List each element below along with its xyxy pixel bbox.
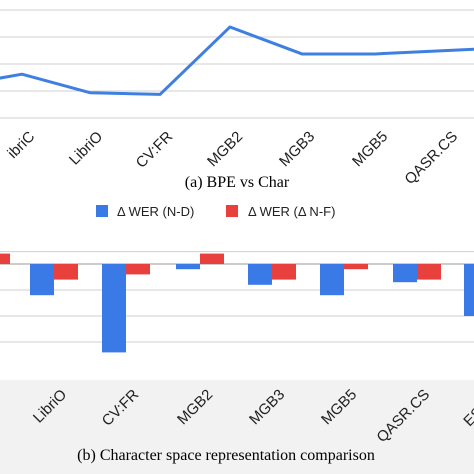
bar-nd <box>176 264 200 270</box>
x-tick-label-a: LibriO <box>66 128 106 168</box>
x-tick-label-a: QASR.CS <box>401 128 461 188</box>
panel-a-caption: (a) BPE vs Char <box>185 174 290 191</box>
panel-b-legend: Δ WER (N-D) Δ WER (Δ N-F) <box>96 204 335 219</box>
x-tick-label-a: CV:FR <box>133 128 177 172</box>
bar-nf <box>126 264 150 275</box>
panel-b-caption: (b) Character space representation compa… <box>77 447 375 464</box>
bar-nd <box>248 264 272 285</box>
x-tick-label-a: MGB3 <box>276 128 318 170</box>
panel-a-gridlines <box>0 9 474 119</box>
bar-nf <box>54 264 78 280</box>
panel-a-line-chart: ibriC LibriO CV:FR MGB2 MGB3 MGB5 QASR.CS (a) … <box>0 9 474 191</box>
bar-nd <box>320 264 344 296</box>
legend-label-nd: Δ WER (N-D) <box>117 204 194 219</box>
bar-nf <box>417 264 441 280</box>
bar-nf <box>272 264 296 280</box>
bar-nd <box>102 264 126 353</box>
bar-nd <box>464 264 474 316</box>
legend-swatch-nf <box>226 205 238 217</box>
x-tick-label-a: MGB2 <box>204 128 246 170</box>
bar-nf <box>200 253 224 264</box>
bar-nf-partial <box>0 253 10 264</box>
panel-b-gridlines <box>0 251 474 343</box>
x-tick-label-a: MGB5 <box>349 128 391 170</box>
series-line-bpe-vs-char <box>0 25 474 96</box>
x-tick-label-a: ibriC <box>4 128 38 162</box>
panel-b-background <box>0 380 474 474</box>
panel-b-bars <box>0 253 474 353</box>
legend-swatch-nd <box>96 205 108 217</box>
bar-nd <box>30 264 54 296</box>
legend-label-nf: Δ WER (Δ N-F) <box>248 204 335 219</box>
bar-nd <box>393 264 417 283</box>
bar-nf <box>344 264 368 270</box>
